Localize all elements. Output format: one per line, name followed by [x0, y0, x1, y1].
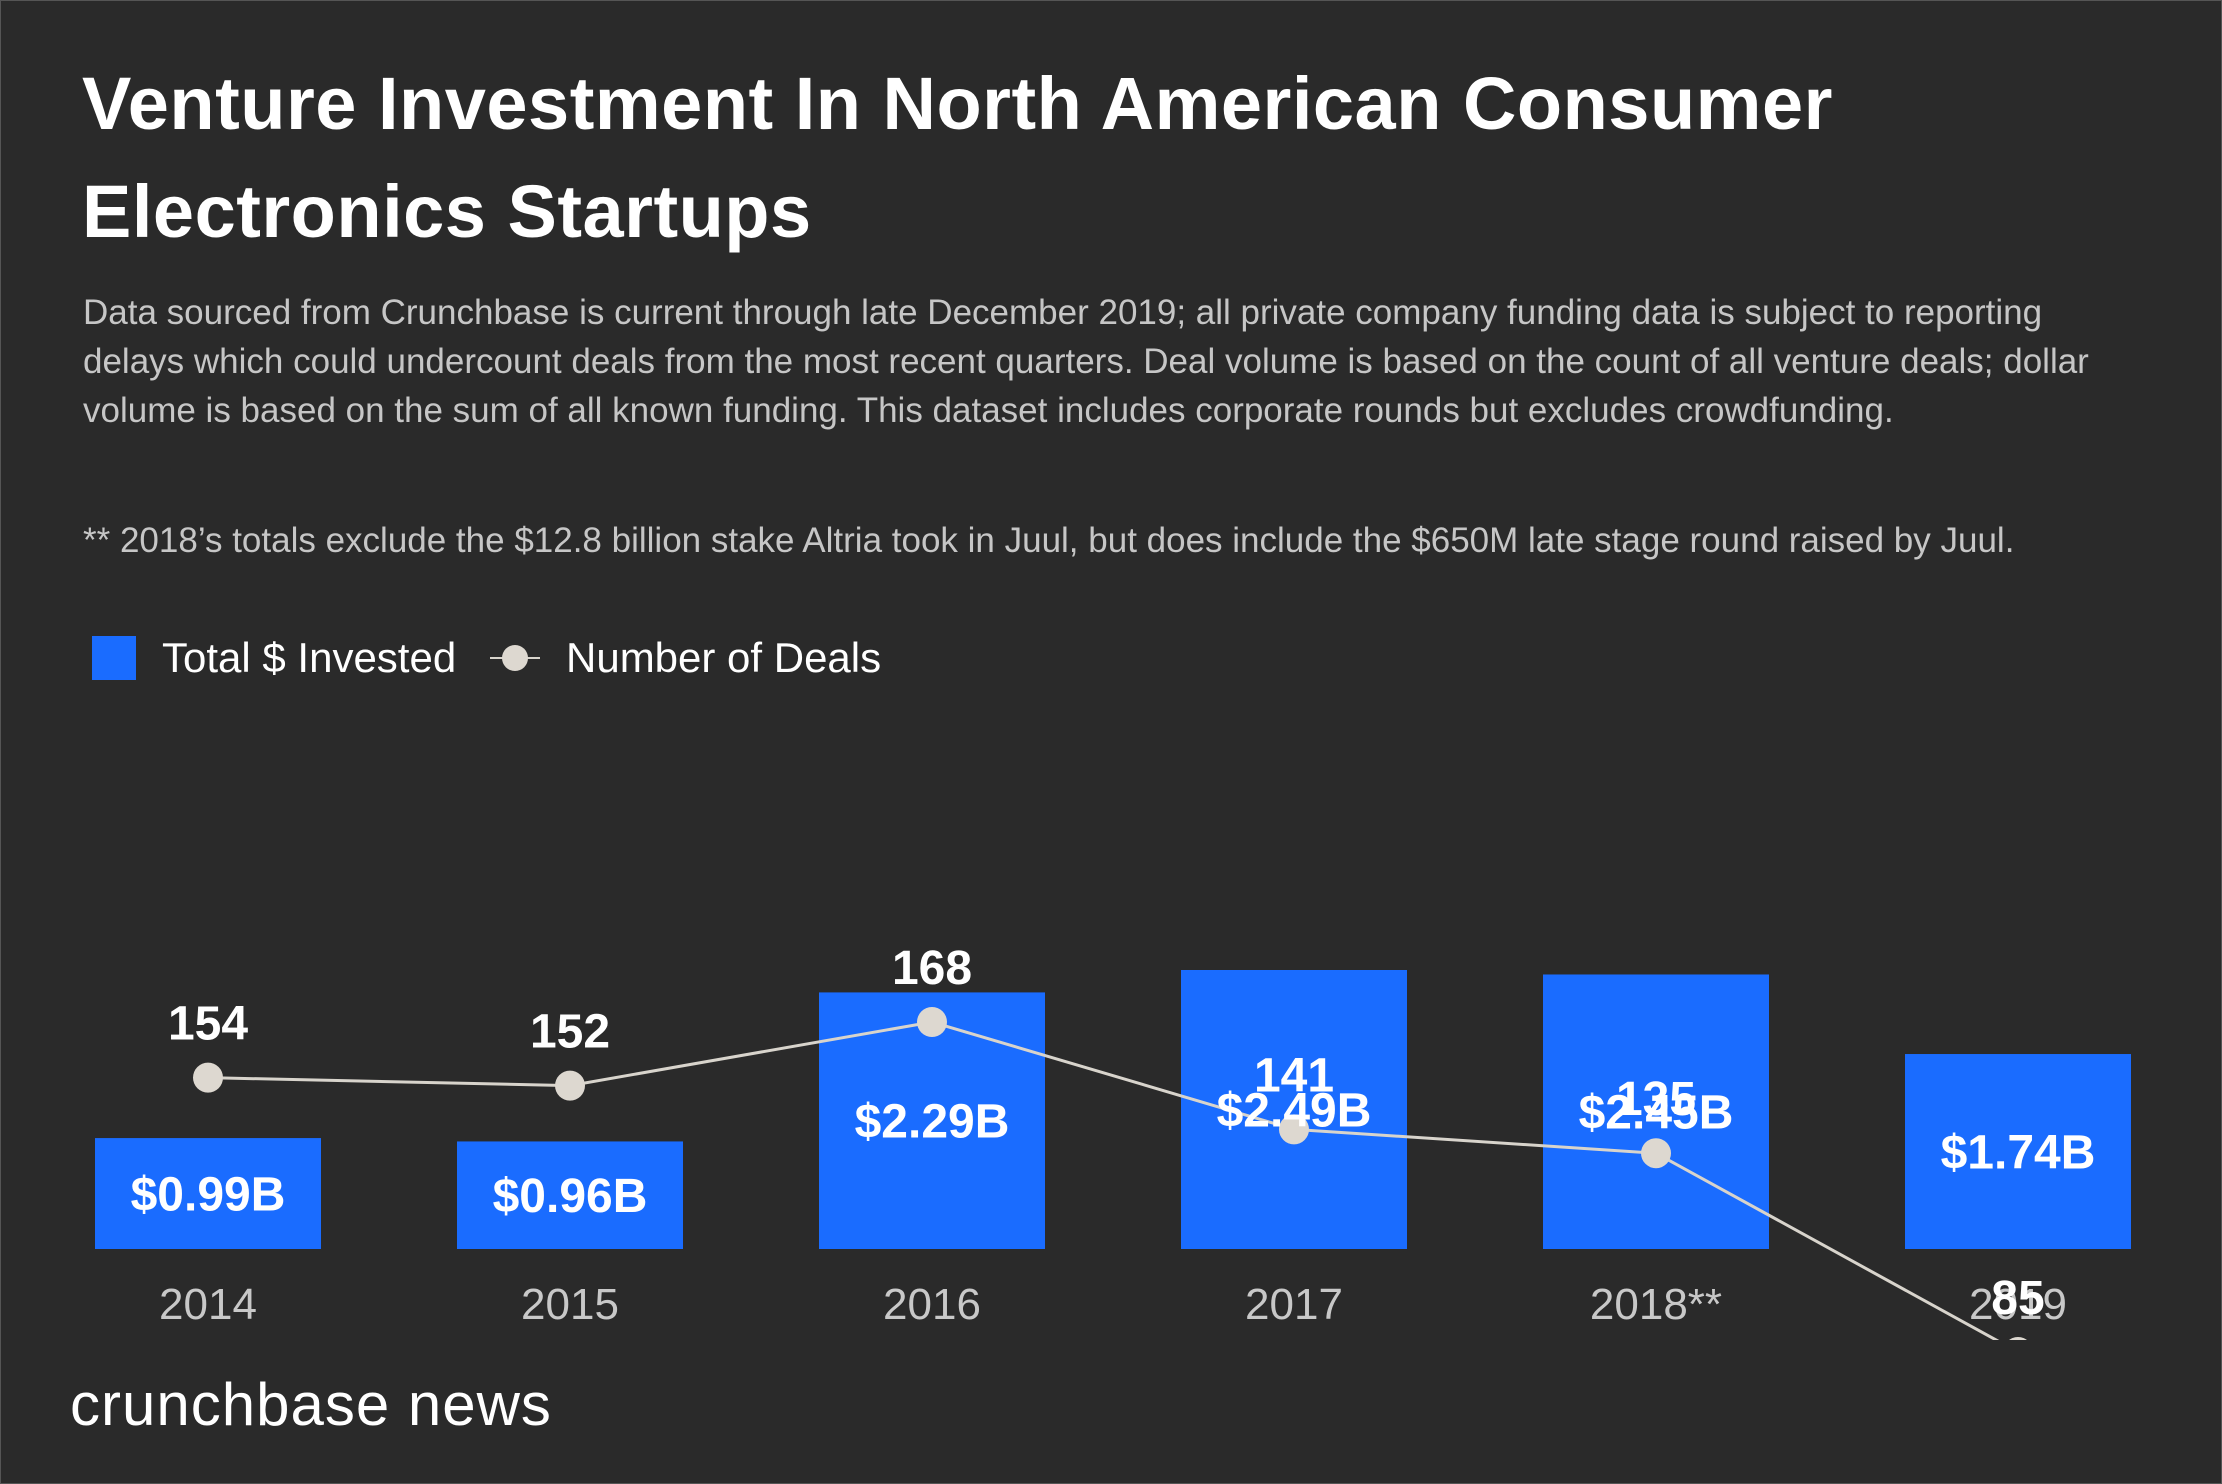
line-layer: [193, 1007, 2027, 1340]
deals-value-label: 152: [530, 1006, 610, 1059]
bar-value-label: $2.29B: [855, 1096, 1010, 1149]
x-tick-label: 2017: [1245, 1280, 1343, 1329]
legend-item-number-of-deals: Number of Deals: [490, 630, 881, 686]
deals-line: [207, 1020, 2000, 1340]
deals-value-label: 141: [1254, 1049, 1334, 1102]
deals-value-label: 85: [1991, 1272, 2044, 1325]
deals-point-2014: [193, 1062, 223, 1093]
x-tick-label: 2018**: [1590, 1280, 1722, 1329]
legend-label-total-invested: Total $ Invested: [162, 634, 457, 681]
deals-point-2018: [1641, 1138, 1671, 1169]
bar-value-label: $0.96B: [493, 1170, 648, 1223]
chart-title-line-2: Electronics Startups: [82, 170, 812, 253]
bar-2019: [1905, 1054, 2131, 1249]
chart-title: Venture Investment In North American Con…: [82, 50, 2082, 266]
deals-point-2015: [555, 1070, 585, 1101]
bar-2017: [1181, 970, 1407, 1249]
bar-2018: [1543, 974, 1769, 1249]
bars-layer: [95, 970, 2131, 1249]
bar-value-label: $2.45B: [1579, 1087, 1734, 1140]
deals-value-label: 168: [892, 942, 972, 995]
deals-point-2016: [917, 1007, 947, 1037]
labels-layer: $0.99B 2014 $0.96B 2015 $2.29B 2016 $2.49B 2017…: [131, 942, 2096, 1329]
deals-value-label: 154: [168, 998, 248, 1051]
legend-bar-swatch: [92, 636, 136, 680]
deals-point-2019: [2009, 1337, 2027, 1340]
x-tick-label: 2014: [159, 1280, 257, 1329]
x-tick-label: 2015: [521, 1280, 619, 1329]
chart-description: Data sourced from Crunchbase is current …: [83, 293, 2089, 430]
deals-value-label: 135: [1616, 1073, 1696, 1126]
combo-chart: $0.99B 2014 $0.96B 2015 $2.29B 2016 $2.49B 2017…: [95, 942, 2131, 1340]
legend-line-marker-icon: [490, 636, 540, 680]
bar-value-label: $1.74B: [1941, 1127, 2096, 1180]
x-tick-label: 2016: [883, 1280, 981, 1329]
legend-label-number-of-deals: Number of Deals: [566, 634, 882, 681]
deals-point-2017: [1279, 1114, 1309, 1145]
chart-footnote: ** 2018’s totals exclude the $12.8 billi…: [83, 521, 2015, 560]
x-tick-label: 2019: [1969, 1280, 2067, 1329]
bar-2014: [95, 1138, 321, 1249]
chart-title-line-1: Venture Investment In North American Con…: [82, 62, 1833, 145]
bar-value-label: $2.49B: [1217, 1085, 1372, 1138]
bar-2015: [457, 1141, 683, 1249]
legend-item-total-invested: Total $ Invested: [92, 630, 456, 686]
bar-value-label: $0.99B: [131, 1169, 286, 1222]
crunchbase-news-logo: crunchbase news: [70, 1371, 552, 1438]
